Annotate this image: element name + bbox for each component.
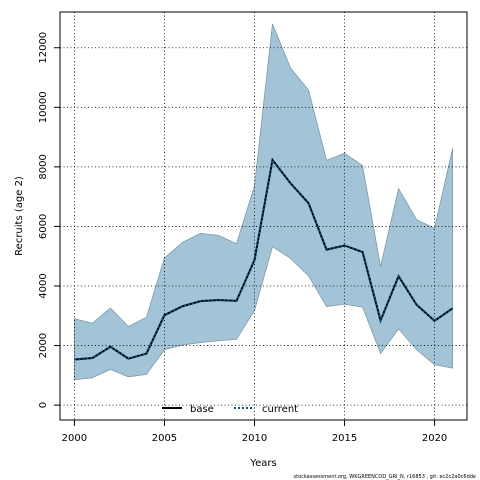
confidence-band bbox=[74, 23, 453, 381]
x-tick-label: 2010 bbox=[242, 433, 267, 444]
y-tick-label: 2000 bbox=[38, 333, 49, 358]
y-axis-title: Recruits (age 2) bbox=[14, 176, 25, 256]
legend-label-base: base bbox=[190, 404, 214, 415]
series-line-current bbox=[74, 157, 454, 361]
y-tick-label: 10000 bbox=[38, 91, 49, 123]
x-tick-label: 2000 bbox=[62, 433, 87, 444]
y-tick-label: 0 bbox=[38, 402, 49, 408]
legend-label-current: current bbox=[262, 404, 298, 415]
x-tick-label: 2015 bbox=[332, 433, 357, 444]
x-tick-label: 2005 bbox=[152, 433, 177, 444]
y-tick-label: 4000 bbox=[38, 273, 49, 298]
legend: base current bbox=[162, 404, 298, 415]
y-tick-label: 8000 bbox=[38, 154, 49, 179]
y-tick-label: 6000 bbox=[38, 214, 49, 239]
series-line-layer bbox=[74, 157, 454, 361]
x-axis-title: Years bbox=[249, 458, 276, 469]
footer-attribution: stockassessment.org, WKGREENCOD_GRI_N, r… bbox=[294, 474, 477, 480]
grid-layer bbox=[60, 12, 467, 420]
confidence-band-layer bbox=[74, 23, 453, 381]
x-tick-label: 2020 bbox=[422, 433, 447, 444]
y-tick-label: 12000 bbox=[38, 32, 49, 64]
axis-layer: 2000 2005 2010 2015 2020 0 2000 4000 6000 8000 100… bbox=[38, 32, 447, 444]
plot-frame bbox=[59, 11, 468, 421]
